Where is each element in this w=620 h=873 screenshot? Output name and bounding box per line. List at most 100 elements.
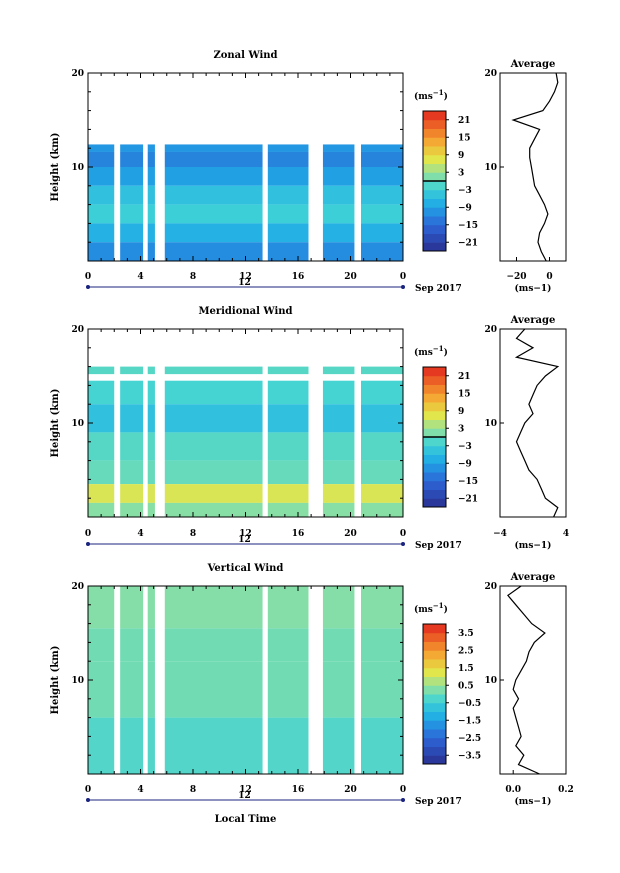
colorbar-tick-label: −15 xyxy=(458,221,478,231)
heatmap-band xyxy=(88,432,403,461)
x-tick-label: 16 xyxy=(292,272,305,282)
x-tick-label: 0 xyxy=(85,785,91,795)
colorbar-segment xyxy=(423,437,446,447)
data-gap xyxy=(154,329,165,517)
x-tick-label: 4 xyxy=(137,529,143,539)
colorbar-segment xyxy=(423,702,446,712)
colorbar-segment xyxy=(423,402,446,412)
colorbar: (ms−1) 21 15 9 3 −3 −9 −15 −21 xyxy=(414,344,478,508)
heatmap-band xyxy=(88,502,403,517)
profile-y-tick-label: 20 xyxy=(484,582,497,592)
date-bar-start-marker xyxy=(86,542,90,546)
colorbar-segment xyxy=(423,676,446,686)
data-gap xyxy=(143,586,148,774)
colorbar-segment xyxy=(423,632,446,642)
x-tick-label: 16 xyxy=(292,529,305,539)
date-suffix: Sep 2017 xyxy=(415,541,462,551)
data-gap xyxy=(308,586,323,774)
colorbar-segment xyxy=(423,746,446,756)
panel-meridional-wind: Meridional Wind Height (km) 20 10 0 4 8 12 16 20 0… xyxy=(50,306,569,551)
data-gap xyxy=(262,329,268,517)
colorbar-segment xyxy=(423,428,446,438)
colorbar-tick-label: −15 xyxy=(458,477,478,487)
date-bar-start-marker xyxy=(86,798,90,802)
panel-vertical-wind: Vertical Wind Height (km) 20 10 0 4 8 12 16 20 0 12… xyxy=(50,563,574,825)
profile-x-tick-label: 4 xyxy=(563,529,569,539)
colorbar-segment xyxy=(423,720,446,730)
colorbar-tick-label: −9 xyxy=(458,459,472,469)
y-tick-label: 10 xyxy=(71,419,84,429)
data-gap xyxy=(262,586,268,774)
y-tick-label: 10 xyxy=(71,676,84,686)
profile-x-tick-label: 0.2 xyxy=(558,785,574,795)
colorbar-segment xyxy=(423,242,446,252)
x-tick-label: 20 xyxy=(344,529,357,539)
average-profile: Average 20 10 0.0 0.2 (ms−1) xyxy=(484,572,573,807)
data-gap xyxy=(308,329,323,517)
profile-x-tick-label: 0.0 xyxy=(505,785,521,795)
colorbar-tick-label: 3 xyxy=(458,424,464,434)
colorbar-segment xyxy=(423,454,446,464)
colorbar-segment xyxy=(423,755,446,765)
colorbar-segment xyxy=(423,137,446,147)
colorbar-segment xyxy=(423,729,446,739)
colorbar-tick-label: −1.5 xyxy=(458,716,481,726)
colorbar-segment xyxy=(423,224,446,234)
colorbar-segment xyxy=(423,128,446,138)
colorbar-segment xyxy=(423,711,446,721)
x-tick-label: 12 xyxy=(239,272,252,282)
heatmap-band xyxy=(88,204,403,224)
colorbar-tick-label: 2.5 xyxy=(458,646,474,656)
colorbar-tick-label: 1.5 xyxy=(458,664,474,674)
colorbar-tick-label: −9 xyxy=(458,203,472,213)
colorbar-tick-label: −3.5 xyxy=(458,751,481,761)
data-gap xyxy=(354,329,361,517)
x-axis-label: Local Time xyxy=(215,814,277,825)
colorbar-segment xyxy=(423,667,446,677)
colorbar-segment xyxy=(423,685,446,695)
profile-y-tick-label: 20 xyxy=(484,325,497,335)
colorbar-segment xyxy=(423,737,446,747)
colorbar-tick-label: 21 xyxy=(458,116,471,126)
date-bar-end-marker xyxy=(401,285,405,289)
x-tick-label: 0 xyxy=(85,272,91,282)
profile-line xyxy=(514,328,560,518)
date-bar-start-marker xyxy=(86,285,90,289)
plot-title: Meridional Wind xyxy=(198,306,292,317)
date-label: 12 xyxy=(238,278,251,288)
colorbar-tick-label: 9 xyxy=(458,407,464,417)
colorbar-segment xyxy=(423,480,446,490)
colorbar-segment xyxy=(423,189,446,199)
x-tick-label: 20 xyxy=(344,785,357,795)
colorbar-segment xyxy=(423,410,446,420)
profile-line xyxy=(511,72,559,262)
colorbar-unit: (ms−1) xyxy=(414,601,448,615)
heatmap-band xyxy=(88,460,403,485)
colorbar-segment xyxy=(423,198,446,208)
colorbar-segment xyxy=(423,472,446,482)
colorbar-segment xyxy=(423,163,446,173)
data-gap xyxy=(308,73,323,261)
colorbar-tick-label: −2.5 xyxy=(458,734,481,744)
profile-y-tick-label: 20 xyxy=(484,69,497,79)
y-axis-label: Height (km) xyxy=(50,646,61,715)
data-gap xyxy=(114,586,121,774)
colorbar-segment xyxy=(423,445,446,455)
x-tick-label: 0 xyxy=(85,529,91,539)
profile-line xyxy=(507,585,546,775)
date-label: 12 xyxy=(238,791,251,801)
colorbar-tick-label: 3 xyxy=(458,168,464,178)
profile-frame xyxy=(499,328,567,518)
data-gap xyxy=(154,73,165,261)
heatmap-band xyxy=(88,144,403,152)
colorbar-segment xyxy=(423,463,446,473)
colorbar-segment xyxy=(423,367,446,377)
heatmap-band xyxy=(88,661,403,718)
colorbar-tick-label: −3 xyxy=(458,186,472,196)
profile-title: Average xyxy=(510,59,556,70)
colorbar-tick-label: 21 xyxy=(458,372,471,382)
y-tick-label: 20 xyxy=(71,582,84,592)
data-gap xyxy=(114,329,121,517)
colorbar-tick-label: 15 xyxy=(458,389,471,399)
